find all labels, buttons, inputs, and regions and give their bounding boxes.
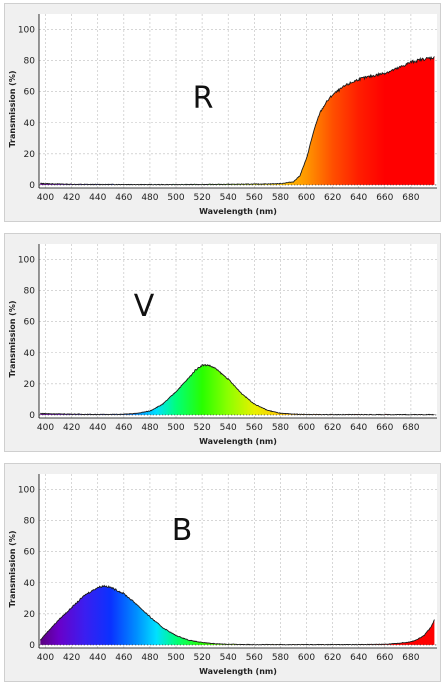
x-tick-label: 620 <box>324 423 341 433</box>
y-tick-label: 40 <box>24 579 36 589</box>
chart-title: V <box>134 289 155 324</box>
series-line <box>39 584 435 646</box>
x-tick-label: 640 <box>350 423 367 433</box>
chart-r: 400 420 440 460 480 500 520 540 560 580 600 620 640 6… <box>8 14 437 216</box>
x-tick-label: 660 <box>376 193 393 203</box>
x-axis-label: Wavelength (nm) <box>199 207 277 216</box>
y-tick-label: 20 <box>24 150 36 160</box>
x-tick-label: 540 <box>220 423 237 433</box>
y-tick-label: 40 <box>24 349 36 359</box>
series-line <box>40 55 435 186</box>
x-tick-label: 460 <box>115 423 132 433</box>
chart-panel-b: 400 420 440 460 480 500 520 540 560 580 600 620 640 6… <box>4 463 441 682</box>
x-axis-label: Wavelength (nm) <box>199 437 277 446</box>
y-tick-label: 80 <box>24 287 36 297</box>
y-tick-label: 20 <box>24 380 36 390</box>
y-tick-label: 0 <box>29 181 35 191</box>
x-tick-label: 580 <box>272 423 289 433</box>
x-tick-label: 600 <box>298 653 315 663</box>
x-tick-label: 680 <box>402 423 419 433</box>
x-tick-label: 520 <box>194 193 211 203</box>
x-tick-label: 640 <box>350 653 367 663</box>
y-tick-label: 20 <box>24 610 36 620</box>
y-tick-label: 100 <box>18 26 35 36</box>
x-tick-label: 480 <box>141 653 158 663</box>
x-tick-label: 420 <box>63 193 80 203</box>
x-tick-label: 400 <box>37 653 54 663</box>
x-tick-label: 580 <box>272 653 289 663</box>
y-tick-label: 100 <box>18 486 35 496</box>
x-tick-label: 460 <box>115 193 132 203</box>
y-tick-label: 0 <box>29 411 35 421</box>
x-tick-label: 420 <box>63 423 80 433</box>
x-tick-label: 440 <box>89 423 106 433</box>
y-tick-label: 80 <box>24 57 36 67</box>
chart-panel-v: 400 420 440 460 480 500 520 540 560 580 600 620 640 6… <box>4 233 441 452</box>
x-tick-label: 580 <box>272 193 289 203</box>
x-tick-label: 560 <box>246 653 263 663</box>
x-tick-label: 680 <box>402 193 419 203</box>
y-tick-label: 0 <box>29 641 35 651</box>
x-tick-label: 420 <box>63 653 80 663</box>
x-tick-label: 680 <box>402 653 419 663</box>
series-line <box>40 363 435 416</box>
x-tick-label: 440 <box>89 653 106 663</box>
chart-panel-r: 400 420 440 460 480 500 520 540 560 580 600 620 640 6… <box>4 3 441 222</box>
y-axis-label: Transmission (%) <box>8 70 17 147</box>
plot-area <box>39 244 437 418</box>
x-tick-label: 620 <box>324 653 341 663</box>
x-axis-label: Wavelength (nm) <box>199 667 277 676</box>
x-tick-label: 600 <box>298 423 315 433</box>
x-tick-label: 400 <box>37 423 54 433</box>
y-tick-label: 100 <box>18 256 35 266</box>
x-tick-label: 500 <box>167 653 184 663</box>
y-tick-label: 80 <box>24 517 36 527</box>
x-tick-label: 400 <box>37 193 54 203</box>
x-tick-label: 520 <box>194 653 211 663</box>
series-area <box>40 56 435 185</box>
x-tick-label: 480 <box>141 193 158 203</box>
y-axis-label: Transmission (%) <box>8 530 17 607</box>
y-tick-label: 60 <box>24 318 36 328</box>
y-tick-label: 40 <box>24 119 36 129</box>
x-tick-label: 620 <box>324 193 341 203</box>
x-tick-label: 540 <box>220 653 237 663</box>
x-tick-label: 480 <box>141 423 158 433</box>
x-tick-label: 600 <box>298 193 315 203</box>
x-tick-label: 500 <box>167 193 184 203</box>
y-tick-label: 60 <box>24 548 36 558</box>
x-tick-label: 440 <box>89 193 106 203</box>
x-tick-label: 660 <box>376 423 393 433</box>
chart-b: 400 420 440 460 480 500 520 540 560 580 600 620 640 6… <box>8 474 437 676</box>
x-tick-label: 540 <box>220 193 237 203</box>
x-tick-label: 660 <box>376 653 393 663</box>
x-tick-label: 640 <box>350 193 367 203</box>
x-tick-label: 560 <box>246 193 263 203</box>
chart-title: R <box>193 81 214 116</box>
x-tick-label: 520 <box>194 423 211 433</box>
y-axis-label: Transmission (%) <box>8 300 17 377</box>
x-tick-label: 500 <box>167 423 184 433</box>
y-tick-label: 60 <box>24 88 36 98</box>
series-area <box>40 585 435 645</box>
x-tick-label: 560 <box>246 423 263 433</box>
chart-title: B <box>172 513 193 548</box>
chart-v: 400 420 440 460 480 500 520 540 560 580 600 620 640 6… <box>8 244 437 446</box>
x-tick-label: 460 <box>115 653 132 663</box>
series-area <box>40 364 435 415</box>
